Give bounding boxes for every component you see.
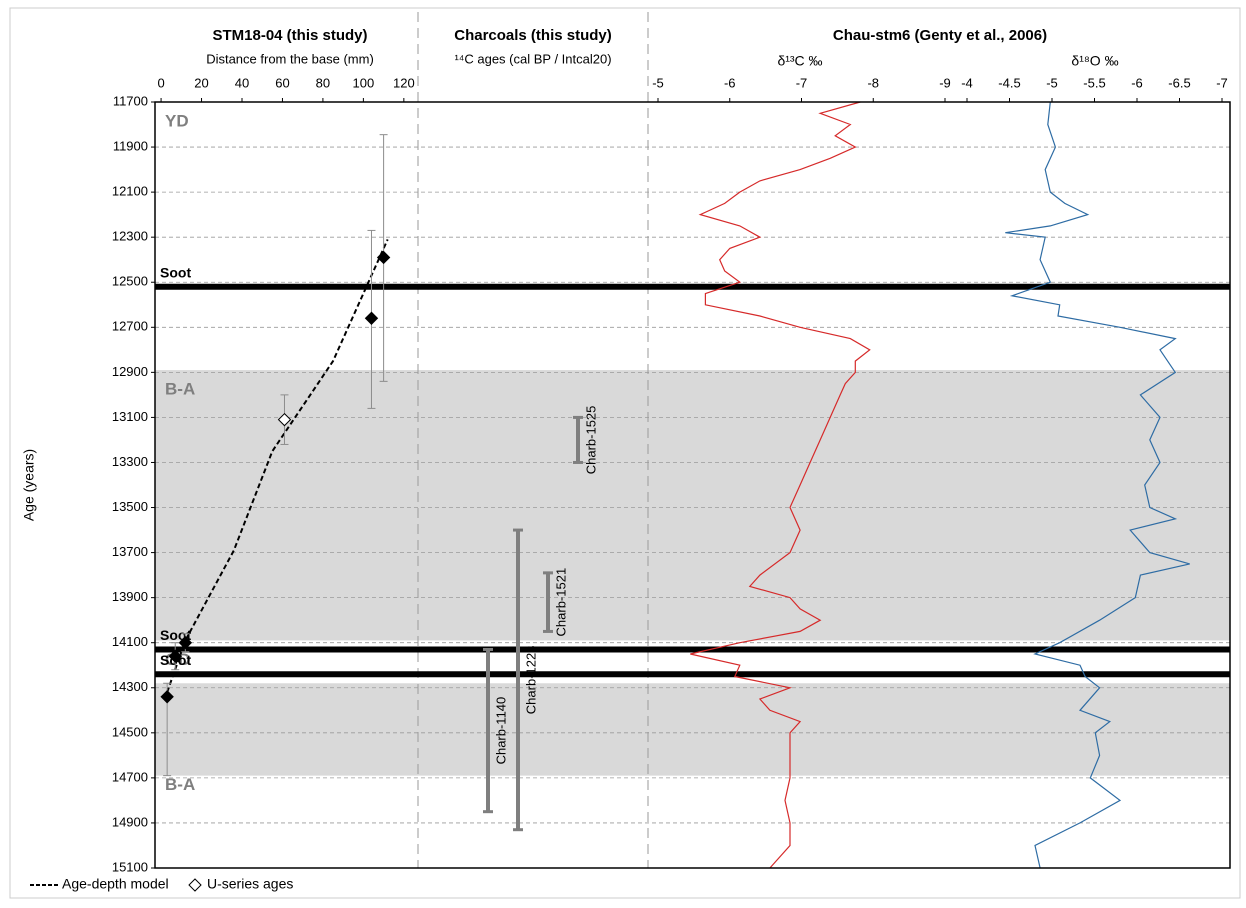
x-tick-label: -6 — [1131, 75, 1143, 90]
age-depth-line — [166, 239, 389, 693]
y-tick-label: 14900 — [112, 814, 148, 829]
panel-title: STM18-04 (this study) — [212, 27, 367, 44]
u-series-point — [364, 311, 379, 325]
y-tick-label: 12100 — [112, 184, 148, 199]
x-axis-label: δ¹³C ‰ — [777, 53, 822, 69]
u-series-point — [178, 635, 193, 650]
x-tick-label: -6 — [724, 75, 736, 90]
y-tick-label: 13900 — [112, 589, 148, 604]
y-tick-label: 12700 — [112, 319, 148, 334]
charcoal-label: Charb-1521 — [553, 568, 568, 637]
isotope-line — [690, 101, 871, 869]
zone-label: B-A — [165, 380, 195, 399]
x-tick-label: -4.5 — [998, 75, 1020, 90]
soot-label: Soot — [160, 264, 191, 280]
charcoal-label: Charb-1223 — [523, 646, 538, 715]
x-tick-label: -7 — [796, 75, 808, 90]
y-tick-label: 11900 — [113, 138, 148, 153]
plot-frame — [154, 101, 1231, 869]
y-tick-label: 13700 — [112, 544, 148, 559]
x-tick-label: 60 — [275, 75, 289, 90]
x-tick-label: 0 — [157, 75, 164, 90]
x-tick-label: -6.5 — [1168, 75, 1190, 90]
y-tick-label: 13100 — [112, 409, 148, 424]
x-tick-label: -4 — [961, 75, 973, 90]
isotope-line — [1005, 101, 1190, 869]
x-tick-label: -7 — [1216, 75, 1228, 90]
x-tick-label: -8 — [867, 75, 879, 90]
x-axis-label: δ¹⁸O ‰ — [1071, 53, 1118, 69]
x-tick-label: 80 — [316, 75, 330, 90]
x-tick-label: -5.5 — [1083, 75, 1105, 90]
legend-label: Age-depth model — [62, 876, 169, 892]
u-series-point — [168, 649, 182, 663]
x-tick-label: -5 — [1046, 75, 1058, 90]
x-tick-label: -5 — [652, 75, 664, 90]
y-tick-label: 14300 — [112, 679, 148, 694]
y-tick-label: 14500 — [112, 724, 148, 739]
panel-title: Chau-stm6 (Genty et al., 2006) — [833, 27, 1047, 44]
zone-label: YD — [165, 111, 189, 130]
x-tick-label: 100 — [353, 75, 375, 90]
y-tick-label: 14100 — [112, 634, 148, 649]
x-tick-label: 120 — [393, 75, 415, 90]
y-tick-label: 12500 — [112, 274, 148, 289]
zone-band — [155, 370, 1230, 641]
y-tick-label: 11700 — [113, 93, 148, 108]
x-axis-label: Distance from the base (mm) — [206, 51, 374, 66]
u-series-point — [160, 690, 174, 704]
legend-label: U-series ages — [207, 876, 293, 892]
zone-band — [155, 683, 1230, 776]
u-series-point — [376, 250, 391, 265]
panel-title: Charcoals (this study) — [454, 27, 612, 44]
legend-marker — [188, 878, 202, 892]
x-tick-label: 40 — [235, 75, 249, 90]
charcoal-label: Charb-1140 — [493, 697, 508, 765]
y-axis-label: Age (years) — [21, 449, 37, 521]
y-tick-label: 12300 — [112, 229, 148, 244]
x-axis-label: ¹⁴C ages (cal BP / Intcal20) — [454, 51, 611, 66]
x-tick-label: 20 — [194, 75, 208, 90]
y-tick-label: 12900 — [112, 364, 148, 379]
y-tick-label: 15100 — [112, 859, 148, 874]
y-tick-label: 13500 — [112, 499, 148, 514]
x-tick-label: -9 — [939, 75, 951, 90]
charcoal-label: Charb-1525 — [583, 406, 598, 475]
y-tick-label: 13300 — [112, 454, 148, 469]
u-series-point — [277, 412, 292, 427]
y-tick-label: 14700 — [112, 769, 148, 784]
zone-label: B-A — [165, 775, 195, 794]
